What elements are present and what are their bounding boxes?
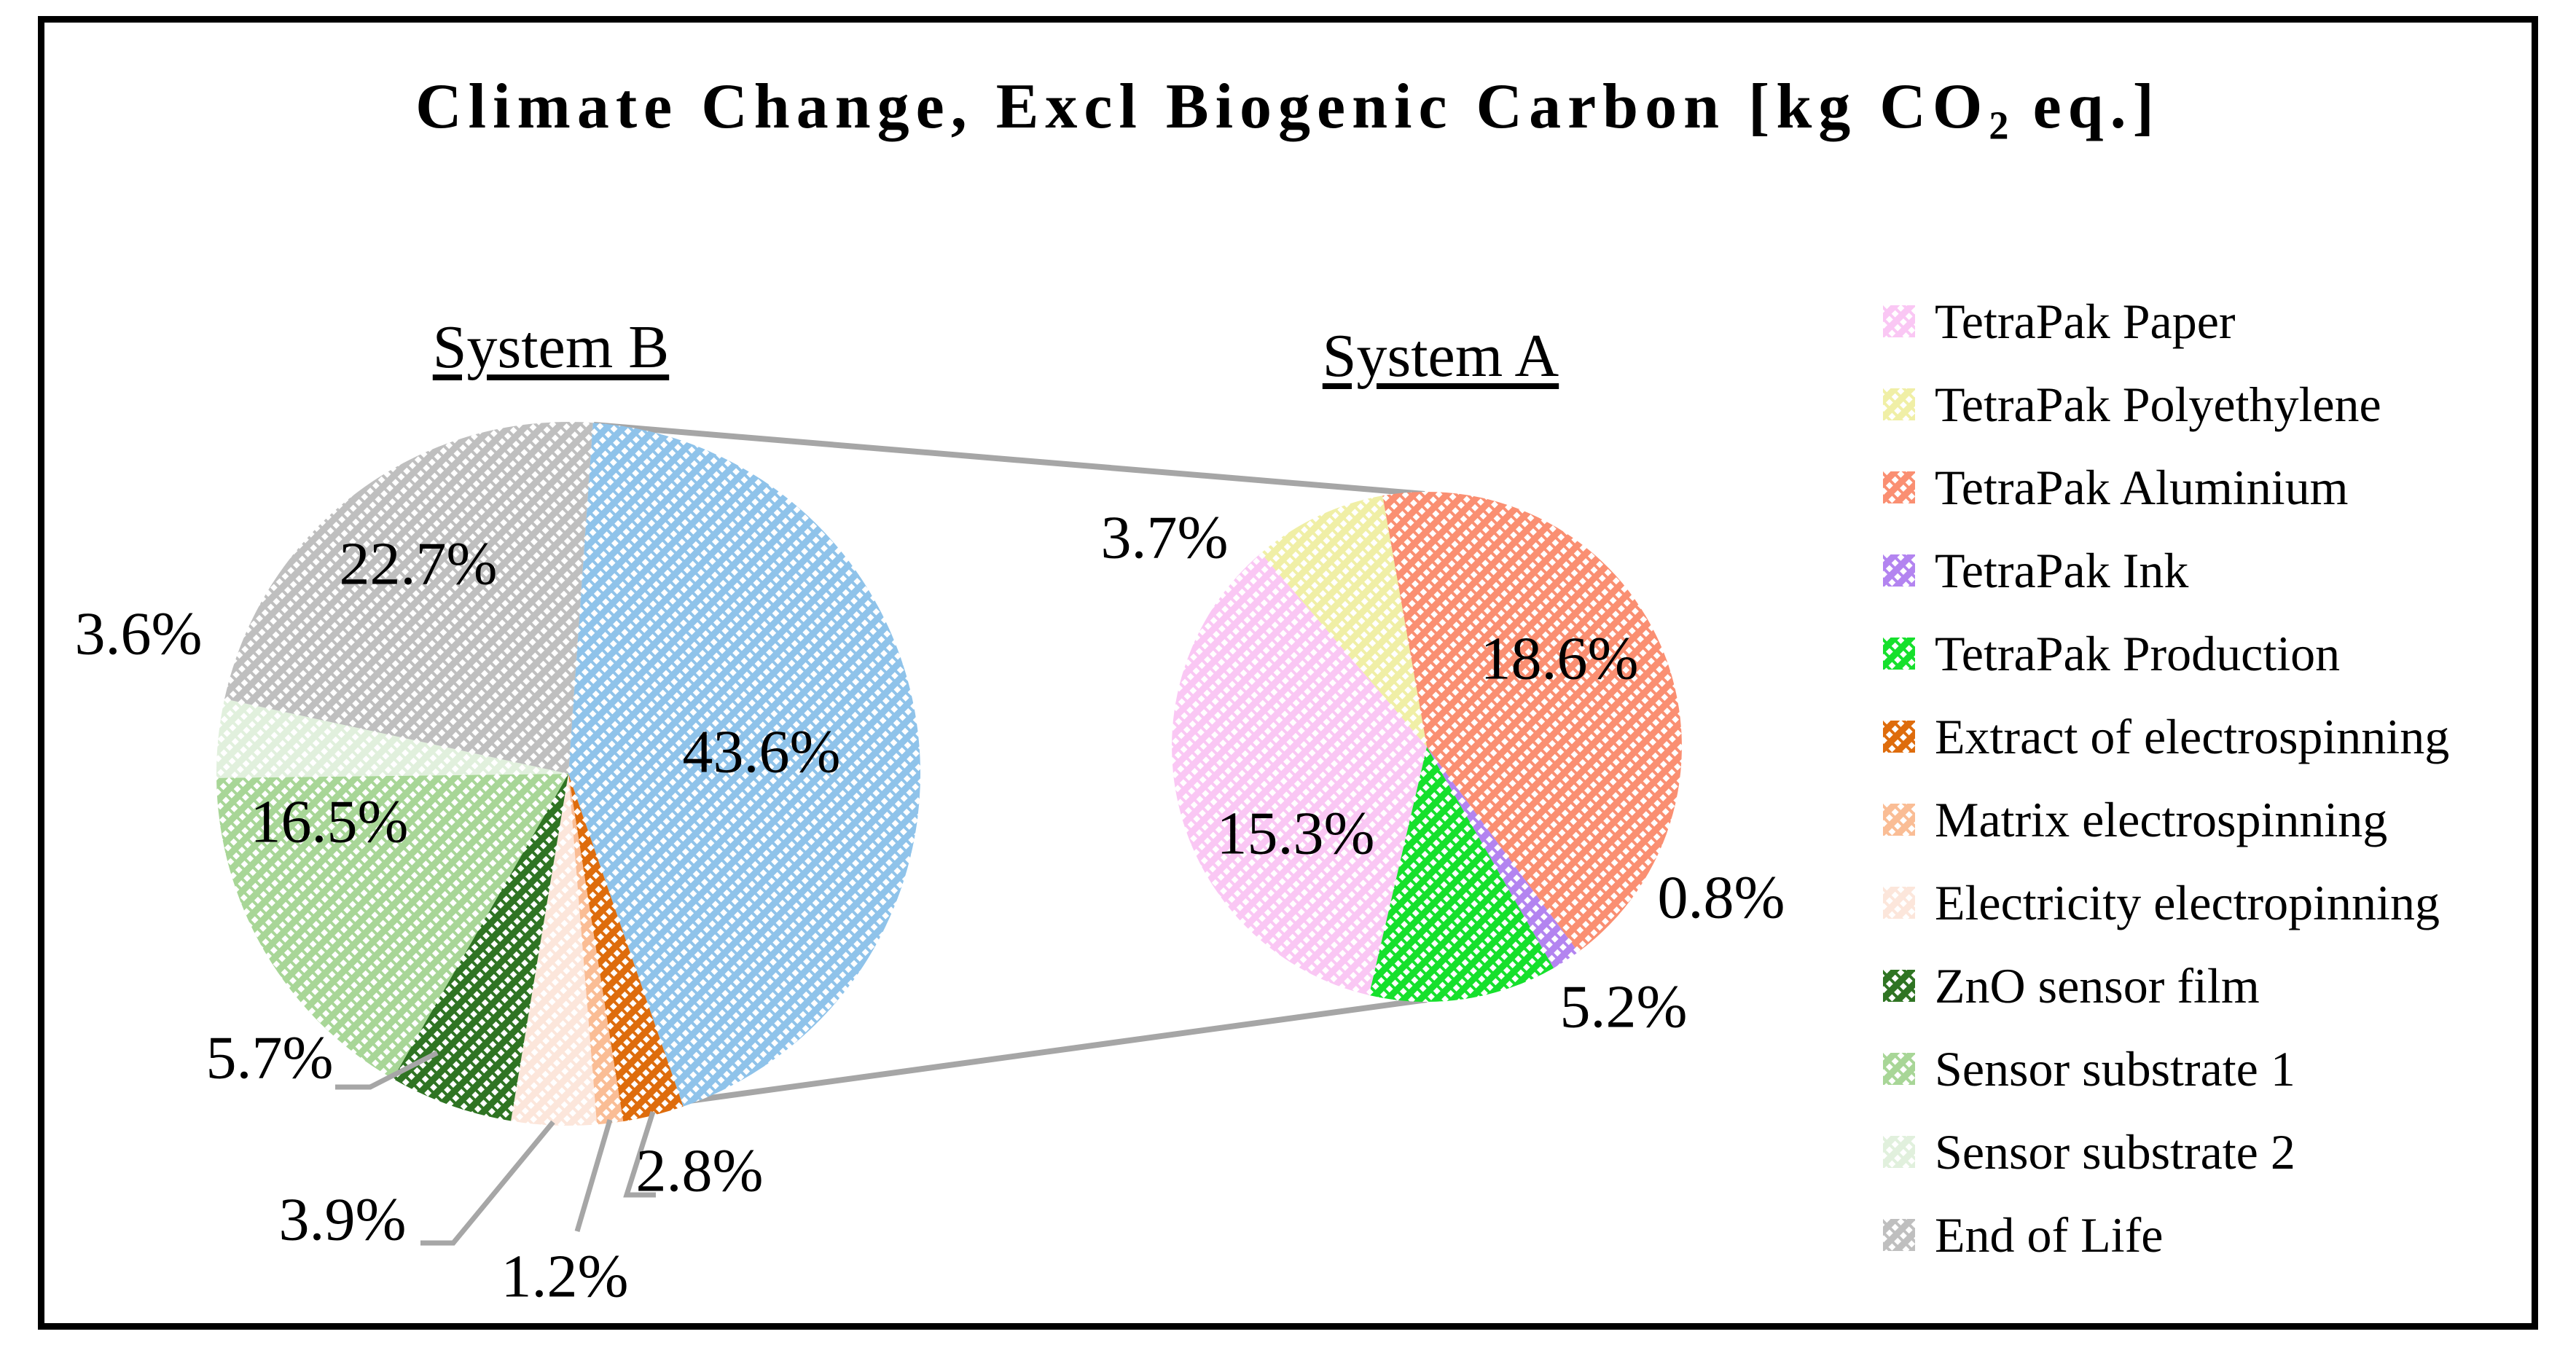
connector-line (593, 422, 1425, 497)
legend-label: Matrix electrospinning (1935, 791, 2388, 847)
chart-title-suffix: eq.] (2010, 71, 2161, 142)
legend-swatch-tetrapak-ink-icon (1883, 554, 1915, 587)
chart-frame (38, 16, 2538, 1330)
system-a-label-tetrapak-ink: 0.8% (1658, 863, 1785, 931)
system-a-label-tetrapak-polyethylene: 3.7% (1101, 503, 1229, 571)
legend-item-extract-of-electrospinning: Extract of electrospinning (1883, 704, 2449, 769)
system-b-slice-extract-of-electrospinning (568, 774, 684, 1122)
system-b-label-end-of-life: 22.7% (340, 530, 498, 597)
connector-line (683, 997, 1428, 1105)
system-b-slice-electricity-electropinning (511, 774, 598, 1126)
title-co2-subscript: 2 (1989, 103, 2011, 148)
system-b-heading: System B (432, 313, 670, 381)
system-a-slice-tetrapak-paper (1172, 553, 1427, 995)
system-a-label-tetrapak-aluminium: 18.6% (1481, 624, 1639, 692)
legend-swatch-matrix-electrospinning-icon (1883, 804, 1915, 836)
system-b-slice-end-of-life (224, 422, 593, 774)
legend-item-end-of-life: End of Life (1883, 1202, 2163, 1268)
legend-swatch-electricity-electropinning-icon (1883, 887, 1915, 919)
chart-title: Climate Change, Excl Biogenic Carbon [kg… (38, 70, 2538, 148)
legend-swatch-tetrapak-polyethylene-icon (1883, 388, 1915, 420)
system-b-label-sensor-substrate-1: 16.5% (251, 788, 409, 855)
leader-lines (335, 1050, 656, 1246)
system-a-slice-tetrapak-aluminium (1382, 491, 1682, 952)
system-a-label-tetrapak-paper: 15.3% (1217, 799, 1375, 867)
leader-line-extract-of-electrospinning (623, 1110, 656, 1198)
system-b-label-matrix-electrospinning: 1.2% (501, 1242, 629, 1310)
legend-item-sensor-substrate-2: Sensor substrate 2 (1883, 1119, 2295, 1185)
legend-label: Sensor substrate 1 (1935, 1040, 2295, 1097)
leader-line-matrix-electrospinning (574, 1119, 613, 1232)
legend-swatch-end-of-life-icon (1883, 1219, 1915, 1251)
system-b-label-extract-of-electrospinning: 2.8% (636, 1137, 764, 1204)
legend-label: Electricity electropinning (1935, 874, 2440, 930)
system-a-heading: System A (1322, 322, 1559, 390)
system-a-slice-tetrapak-ink (1427, 747, 1578, 968)
legend-swatch-tetrapak-paper-icon (1883, 305, 1915, 337)
system-b-slice-sensor-substrate-2 (216, 699, 568, 778)
system-a-pie (1172, 491, 1682, 1003)
system-a-slice-tetrapak-production (1369, 747, 1554, 1003)
leader-line-electricity-electropinning (420, 1120, 555, 1246)
legend-item-tetrapak-ink: TetraPak Ink (1883, 538, 2188, 603)
system-b-label-zno-sensor-film: 5.7% (206, 1024, 334, 1091)
legend-item-electricity-electropinning: Electricity electropinning (1883, 870, 2440, 936)
legend-swatch-tetrapak-production-icon (1883, 638, 1915, 670)
pie-connector-lines (593, 422, 1428, 1105)
legend-label: Extract of electrospinning (1935, 708, 2450, 764)
percent-labels: 43.6% 2.8%1.2% 3.9% 5.7% 16.5% 3.6% 22.7% 18.6%… (75, 503, 1785, 1310)
legend-label: Sensor substrate 2 (1935, 1123, 2295, 1180)
system-b-pie (216, 422, 921, 1126)
system-a-label-tetrapak-production: 5.2% (1560, 973, 1688, 1040)
legend-label: TetraPak Aluminium (1935, 459, 2349, 515)
system-b-slice-system-a (568, 423, 921, 1107)
legend-label: TetraPak Production (1935, 625, 2341, 681)
legend-item-tetrapak-aluminium: TetraPak Aluminium (1883, 455, 2349, 520)
system-a-slice-tetrapak-polyethylene (1261, 495, 1427, 747)
legend-item-tetrapak-production: TetraPak Production (1883, 621, 2340, 686)
legend-item-matrix-electrospinning: Matrix electrospinning (1883, 787, 2387, 852)
system-b-slice-zno-sensor-film (393, 774, 568, 1121)
system-b-slice-sensor-substrate-1 (216, 774, 568, 1079)
legend-item-sensor-substrate-1: Sensor substrate 1 (1883, 1036, 2295, 1102)
legend-item-tetrapak-polyethylene: TetraPak Polyethylene (1883, 372, 2381, 437)
legend-label: TetraPak Paper (1935, 293, 2236, 349)
leader-line-zno-sensor-film (335, 1050, 439, 1090)
legend-swatch-zno-sensor-film-icon (1883, 970, 1915, 1002)
system-b-label-sensor-substrate-2: 3.6% (75, 600, 203, 667)
legend-label: ZnO sensor film (1935, 957, 2260, 1013)
legend-item-tetrapak-paper: TetraPak Paper (1883, 289, 2236, 354)
chart-title-text: Climate Change, Excl Biogenic Carbon [kg… (415, 71, 1989, 142)
legend-swatch-tetrapak-aluminium-icon (1883, 471, 1915, 503)
legend-label: TetraPak Polyethylene (1935, 376, 2381, 432)
legend-swatch-sensor-substrate-2-icon (1883, 1136, 1915, 1168)
legend-swatch-sensor-substrate-1-icon (1883, 1053, 1915, 1085)
legend-item-zno-sensor-film: ZnO sensor film (1883, 953, 2260, 1019)
system-b-label-system-a: 43.6% (683, 718, 841, 785)
legend-swatch-extract-of-electrospinning-icon (1883, 721, 1915, 753)
system-b-label-electricity-electropinning: 3.9% (279, 1185, 407, 1253)
legend-label: TetraPak Ink (1935, 542, 2189, 598)
system-b-slice-matrix-electrospinning (568, 774, 624, 1125)
legend-label: End of Life (1935, 1207, 2164, 1263)
